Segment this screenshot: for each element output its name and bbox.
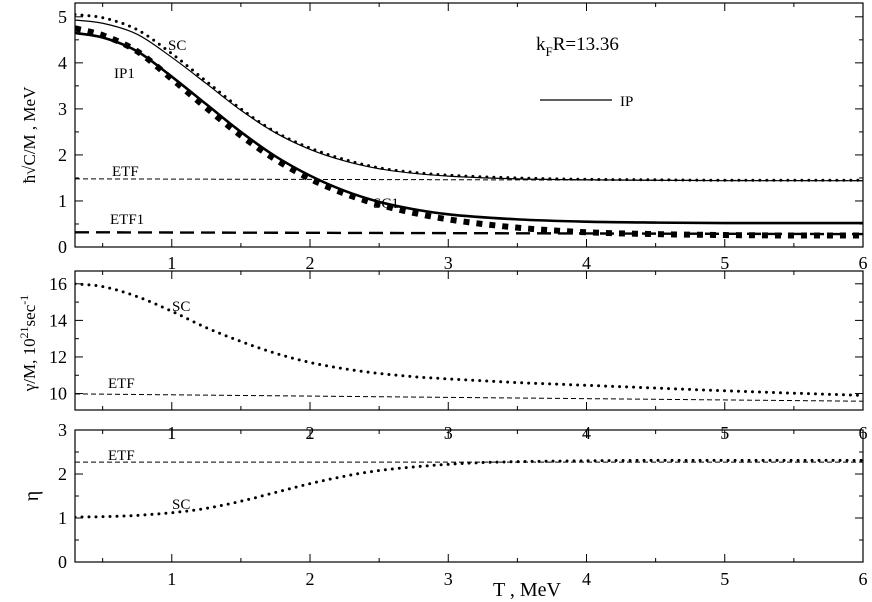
y-tick-label: 2 xyxy=(58,464,67,484)
y-tick-label: 0 xyxy=(58,552,67,572)
x-tick-label: 5 xyxy=(720,569,729,589)
x-tick-label: 4 xyxy=(582,569,591,589)
middle-ylabel-mid: sec xyxy=(20,304,39,326)
middle-ylabel-sup1: 21 xyxy=(17,326,31,338)
sc1-label: SC1 xyxy=(373,196,399,212)
y-tick-label: 12 xyxy=(49,347,67,367)
x-tick-label: 5 xyxy=(720,253,729,273)
x-tick-label: 4 xyxy=(582,253,591,273)
y-tick-label: 2 xyxy=(58,145,67,165)
x-tick-label: 3 xyxy=(444,569,453,589)
ip1-label: IP1 xyxy=(114,66,135,82)
x-tick-label: 1 xyxy=(167,569,176,589)
etf-label-top: ETF xyxy=(112,164,139,180)
sc-label-middle: SC xyxy=(172,299,190,315)
x-tick-label: 6 xyxy=(859,569,868,589)
y-tick-label: 3 xyxy=(58,99,67,119)
series-sc-line xyxy=(75,458,863,519)
x-tick-label: 6 xyxy=(859,253,868,273)
y-tick-label: 3 xyxy=(58,420,67,440)
etf-label-bottom: ETF xyxy=(108,448,135,464)
y-tick-label: 0 xyxy=(58,237,67,257)
etf1-label: ETF1 xyxy=(110,212,144,228)
bottom-y-axis-label: η xyxy=(21,491,43,501)
kfr-annotation: kFR=13.36 xyxy=(536,34,619,59)
x-axis-label: T , MeV xyxy=(493,579,562,601)
plot-frame xyxy=(74,2,864,248)
ip-legend-label: IP xyxy=(620,94,633,110)
y-tick-label: 1 xyxy=(58,191,67,211)
top-y-axis-label: ħ√C/M , MeV xyxy=(20,86,39,183)
series-sc1-line xyxy=(75,25,863,239)
series-etf1-line xyxy=(75,231,863,236)
sc-label-top: SC xyxy=(168,38,186,54)
x-tick-label: 2 xyxy=(306,569,315,589)
y-tick-label: 16 xyxy=(49,274,67,294)
series-group xyxy=(75,458,863,519)
middle-ylabel-sup2: -1 xyxy=(17,295,31,305)
y-tick-label: 5 xyxy=(58,7,67,27)
series-ip-line xyxy=(75,19,863,182)
plot-frame xyxy=(74,429,864,563)
kfr-rest: R=13.36 xyxy=(553,34,619,55)
sc-label-bottom: SC xyxy=(172,497,190,513)
kfr-sub: F xyxy=(546,44,553,59)
series-etf-line xyxy=(75,393,863,402)
plot-frame xyxy=(74,270,864,411)
etf-label-middle: ETF xyxy=(108,376,135,392)
x-tick-label: 3 xyxy=(444,253,453,273)
top-panel: 1 2 3 4 5 6 0 1 2 3 4 5 xyxy=(58,2,868,273)
y-tick-label: 1 xyxy=(58,508,67,528)
series-ip1-line xyxy=(75,31,863,225)
y-tick-label: 4 xyxy=(58,53,67,73)
series-sc-line xyxy=(75,13,863,182)
x-tick-label: 2 xyxy=(306,253,315,273)
middle-y-axis-label: γ/M, 1021sec-1 xyxy=(17,295,39,393)
series-group xyxy=(75,13,863,239)
x-tick-label: 1 xyxy=(167,253,176,273)
y-tick-label: 14 xyxy=(49,310,67,330)
bottom-panel: 1 2 3 4 5 6 0 1 2 3 xyxy=(58,420,868,589)
series-group xyxy=(75,282,863,402)
series-etf-line xyxy=(75,178,863,182)
y-tick-label: 10 xyxy=(49,384,67,404)
series-sc-line xyxy=(75,282,863,397)
kfr-k: k xyxy=(536,34,546,55)
middle-ylabel-main: γ/M, 10 xyxy=(20,338,39,392)
